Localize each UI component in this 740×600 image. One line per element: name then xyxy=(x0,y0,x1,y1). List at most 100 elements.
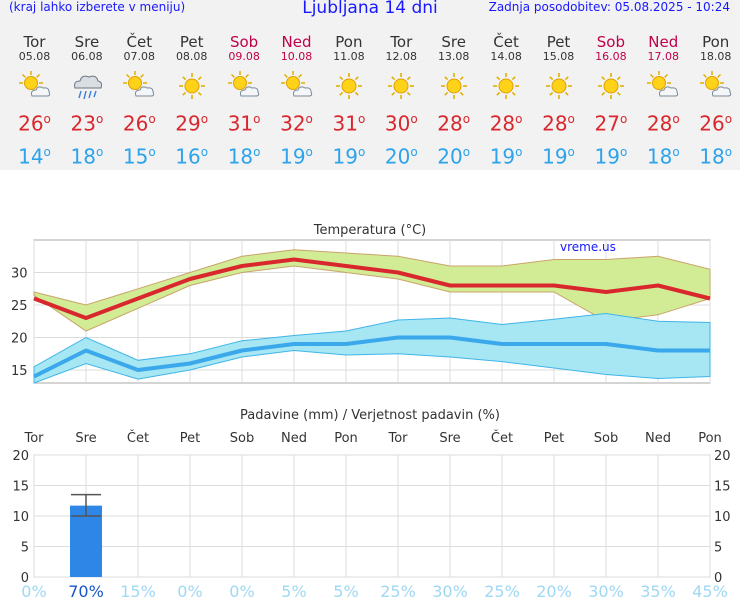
day-column: Pet 15.08 28o 19o xyxy=(533,34,585,168)
precipitation-probability: 15% xyxy=(120,582,156,600)
precipitation-x-tick: Tor xyxy=(23,431,44,446)
day-date: 16.08 xyxy=(595,50,627,63)
precipitation-x-tick: Pon xyxy=(698,431,722,446)
min-temperature-line xyxy=(33,335,710,379)
precipitation-probability: 30% xyxy=(588,582,624,600)
precipitation-probability: 0% xyxy=(21,582,46,600)
min-temperature: 18o xyxy=(646,144,680,169)
precipitation-y-tick-left: 5 xyxy=(21,541,29,556)
min-temperature: 19o xyxy=(489,144,523,169)
max-temperature: 30o xyxy=(384,111,418,136)
daily-forecast-strip: Tor 05.08 26o 14o Sre 06.08 23o 18o Čet 07.08 26o 1… xyxy=(9,34,738,170)
precipitation-x-tick: Čet xyxy=(491,430,513,446)
min-temperature: 18o xyxy=(699,144,733,169)
sun-cloud-icon xyxy=(271,71,323,101)
precipitation-probability: 25% xyxy=(380,582,416,600)
day-date: 05.08 xyxy=(18,50,51,63)
precipitation-y-tick-right: 5 xyxy=(714,541,722,556)
temperature-y-tick: 25 xyxy=(11,299,28,314)
precipitation-chart: Padavine (mm) / Verjetnost padavin (%) To… xyxy=(12,408,730,600)
max-temperature: 29o xyxy=(175,111,209,136)
last-updated: Zadnja posodobitev: 05.08.2025 - 10:24 xyxy=(488,0,730,14)
max-temperature: 31o xyxy=(227,111,261,136)
page-title: Ljubljana 14 dni xyxy=(302,0,438,18)
temperature-y-tick: 20 xyxy=(11,332,28,347)
sun-cloud-icon xyxy=(113,71,165,101)
min-temperature: 19o xyxy=(594,144,628,169)
day-name: Čet xyxy=(126,33,153,51)
min-temperature: 19o xyxy=(280,144,313,169)
precipitation-x-tick: Pet xyxy=(544,431,564,446)
sun-icon xyxy=(480,71,532,101)
day-column: Tor 12.08 30o 20o xyxy=(375,34,427,168)
day-name: Sob xyxy=(229,33,259,51)
temperature-chart-title: Temperatura (°C) xyxy=(313,223,426,238)
day-date: 09.08 xyxy=(228,50,260,63)
max-temperature: 28o xyxy=(437,111,471,136)
day-column: Ned 17.08 28o 18o xyxy=(637,34,689,168)
min-temperature: 14o xyxy=(18,144,51,169)
day-column: Čet 07.08 26o 15o xyxy=(113,34,165,168)
forecast-header: (kraj lahko izberete v meniju) Ljubljana… xyxy=(0,0,740,170)
day-column: Sob 09.08 31o 18o xyxy=(218,34,270,168)
day-column: Tor 05.08 26o 14o xyxy=(9,34,61,168)
precipitation-probability: 20% xyxy=(536,582,572,600)
rain-cloud-icon xyxy=(61,71,113,101)
sun-icon xyxy=(323,71,375,101)
precipitation-chart-title: Padavine (mm) / Verjetnost padavin (%) xyxy=(240,408,500,423)
precipitation-probability: 70% xyxy=(68,582,104,600)
day-column: Pon 18.08 26o 18o xyxy=(690,34,740,168)
day-name: Čet xyxy=(493,33,519,51)
min-temperature: 20o xyxy=(384,144,418,169)
max-temperature: 28o xyxy=(542,111,575,136)
temperature-y-tick: 15 xyxy=(11,364,28,379)
day-name: Pet xyxy=(179,33,204,51)
day-name: Pon xyxy=(335,33,363,51)
max-temperature: 28o xyxy=(646,111,680,136)
location-hint: (kraj lahko izberete v meniju) xyxy=(9,0,186,14)
day-name: Tor xyxy=(390,33,413,51)
precipitation-probability: 30% xyxy=(432,582,468,600)
precipitation-x-tick: Sob xyxy=(230,431,254,446)
precipitation-x-tick: Čet xyxy=(127,430,149,446)
precipitation-probability: 35% xyxy=(640,582,676,600)
temperature-y-tick: 30 xyxy=(11,267,28,282)
day-date: 06.08 xyxy=(71,50,103,63)
precipitation-probability: 45% xyxy=(692,582,728,600)
watermark: vreme.us xyxy=(560,240,616,254)
precipitation-y-tick-left: 15 xyxy=(12,480,29,495)
day-column: Sre 06.08 23o 18o xyxy=(61,34,113,168)
min-temperature: 19o xyxy=(332,144,366,169)
precipitation-bar xyxy=(70,505,102,577)
precipitation-y-tick-left: 0 xyxy=(21,571,29,586)
max-temperature: 28o xyxy=(489,111,523,136)
temperature-chart: Temperatura (°C) 15 20 25 30 vreme.us xyxy=(11,223,711,384)
sun-icon xyxy=(166,71,218,101)
precipitation-probability: 5% xyxy=(281,582,306,600)
day-name: Pet xyxy=(546,33,571,51)
max-temperature-line xyxy=(33,257,711,320)
precipitation-y-tick-right: 10 xyxy=(714,510,731,525)
precipitation-x-tick: Pet xyxy=(180,431,200,446)
day-date: 10.08 xyxy=(280,50,313,63)
day-date: 14.08 xyxy=(490,50,522,63)
max-temperature: 23o xyxy=(70,111,104,136)
precipitation-probability: 0% xyxy=(177,582,202,600)
min-temperature-range xyxy=(33,312,711,384)
day-date: 18.08 xyxy=(699,50,732,63)
max-temperature: 26o xyxy=(122,111,156,136)
day-name: Pon xyxy=(702,33,730,51)
sun-cloud-icon xyxy=(9,71,61,101)
day-date: 07.08 xyxy=(123,50,156,63)
day-column: Pon 11.08 31o 19o xyxy=(323,34,375,168)
precipitation-x-tick: Sre xyxy=(75,431,96,446)
max-temperature: 26o xyxy=(18,111,51,136)
precipitation-y-tick-left: 10 xyxy=(12,510,29,525)
precipitation-x-tick: Sob xyxy=(594,431,618,446)
max-temperature: 27o xyxy=(594,111,628,136)
day-column: Čet 14.08 28o 19o xyxy=(480,34,532,168)
min-temperature: 16o xyxy=(175,144,209,169)
precipitation-x-tick: Sre xyxy=(439,431,460,446)
precipitation-y-tick-left: 20 xyxy=(12,449,29,464)
precipitation-y-tick-right: 15 xyxy=(714,480,731,495)
